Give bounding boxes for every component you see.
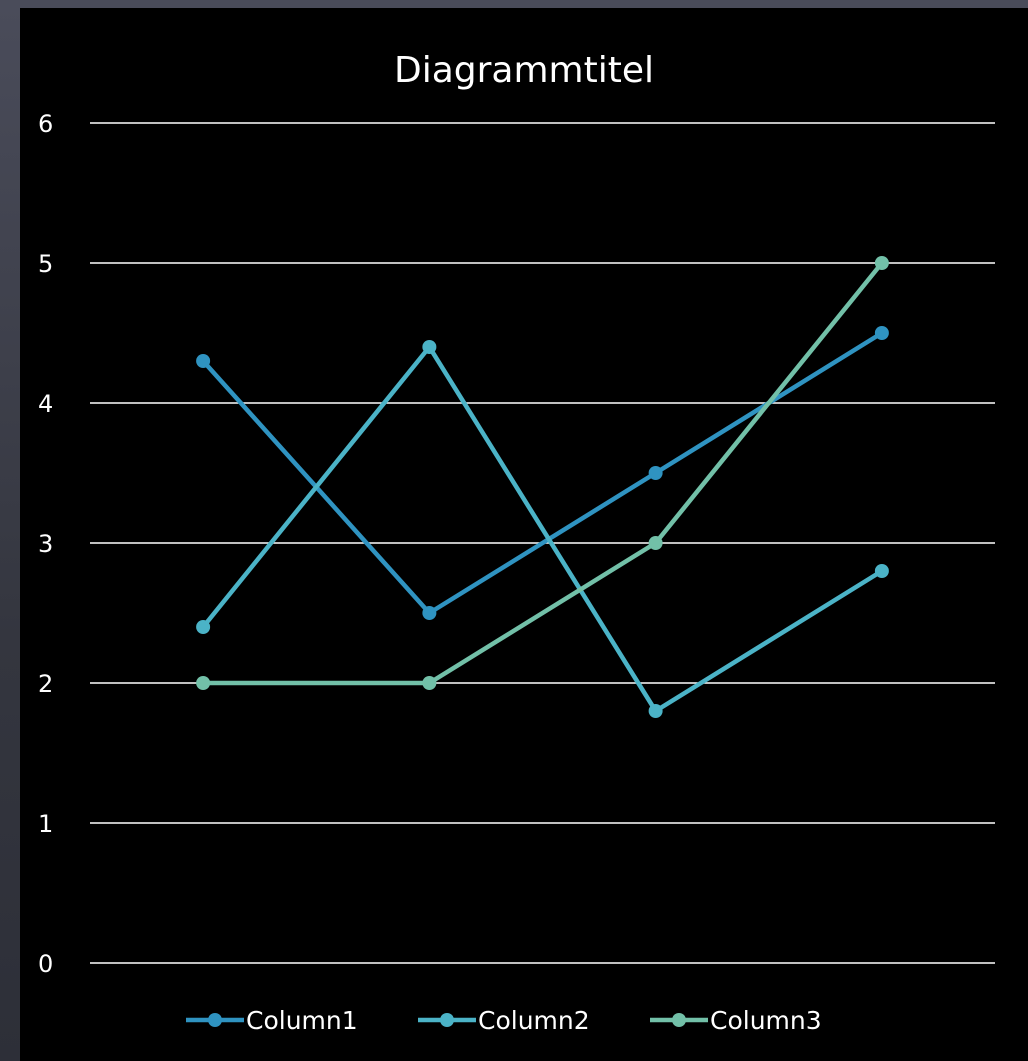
y-tick-label-3: 3 — [38, 530, 53, 558]
y-tick-label-6: 6 — [38, 110, 53, 138]
chart-title: Diagrammtitel — [394, 50, 654, 91]
data-point-s1-p3 — [648, 466, 663, 480]
data-point-s3-p4 — [874, 256, 889, 270]
legend-item-1: Column1 — [186, 1006, 358, 1035]
legend: Column1 Column2 Column3 — [186, 1006, 822, 1035]
series-1 — [196, 326, 889, 620]
legend-label-3: Column3 — [710, 1006, 822, 1035]
data-point-s3-p2 — [422, 676, 437, 690]
series-line-3 — [200, 260, 885, 686]
legend-swatch-marker-1 — [208, 1013, 222, 1027]
y-tick-label-1: 1 — [38, 810, 53, 838]
data-point-s1-p2 — [422, 606, 437, 620]
series-line-1 — [200, 330, 885, 616]
legend-label-2: Column2 — [478, 1006, 590, 1035]
data-point-s1-p1 — [196, 354, 211, 368]
y-axis-tick-labels: 0 1 2 3 4 5 6 — [38, 110, 53, 978]
y-tick-label-5: 5 — [38, 250, 53, 278]
data-point-s2-p2 — [422, 340, 437, 354]
data-point-s2-p4 — [874, 564, 889, 578]
y-tick-label-0: 0 — [38, 950, 53, 978]
legend-swatch-marker-3 — [672, 1013, 686, 1027]
series-lines — [196, 256, 889, 718]
legend-item-3: Column3 — [650, 1006, 822, 1035]
data-point-s2-p3 — [648, 704, 663, 718]
data-point-s2-p1 — [196, 620, 211, 634]
data-point-s3-p1 — [196, 676, 211, 690]
legend-item-2: Column2 — [418, 1006, 590, 1035]
data-point-s3-p3 — [648, 536, 663, 550]
data-point-s1-p4 — [874, 326, 889, 340]
y-tick-label-2: 2 — [38, 670, 53, 698]
legend-swatch-marker-2 — [440, 1013, 454, 1027]
legend-label-1: Column1 — [246, 1006, 358, 1035]
series-3 — [196, 256, 889, 690]
y-tick-label-4: 4 — [38, 390, 53, 418]
series-2 — [196, 340, 889, 718]
series-line-2 — [200, 344, 885, 714]
